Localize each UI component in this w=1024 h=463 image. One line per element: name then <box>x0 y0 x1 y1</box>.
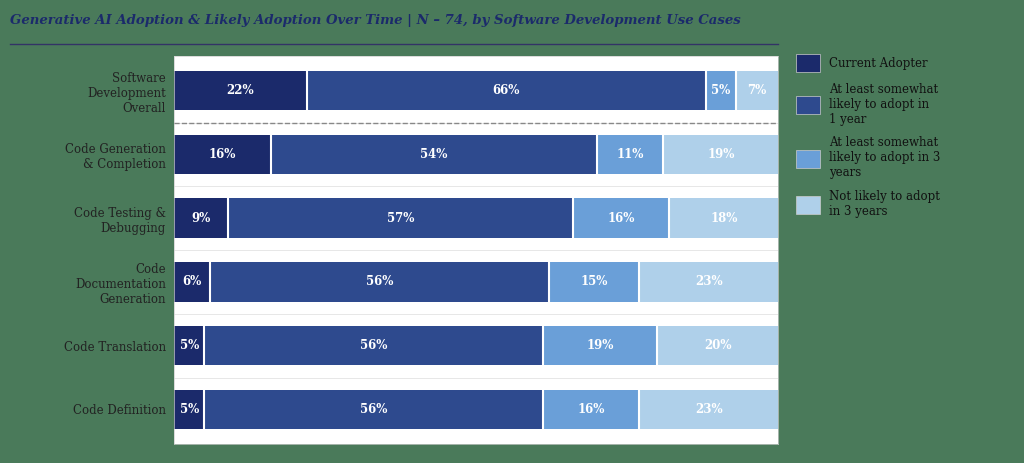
Bar <box>549 262 639 302</box>
Bar <box>228 198 572 238</box>
Text: 56%: 56% <box>359 403 387 416</box>
Bar <box>174 198 228 238</box>
Legend: Current Adopter, At least somewhat
likely to adopt in
1 year, At least somewhat
: Current Adopter, At least somewhat likel… <box>797 54 941 218</box>
Text: 22%: 22% <box>226 84 254 97</box>
Bar <box>639 390 778 429</box>
Text: 19%: 19% <box>587 339 613 352</box>
Text: 16%: 16% <box>607 212 635 225</box>
Bar <box>174 135 270 174</box>
Text: 7%: 7% <box>748 84 767 97</box>
Bar <box>664 135 778 174</box>
Bar <box>174 326 205 365</box>
Text: 18%: 18% <box>711 212 737 225</box>
Text: 11%: 11% <box>616 148 644 161</box>
Bar <box>205 390 543 429</box>
Text: 66%: 66% <box>493 84 520 97</box>
Text: 6%: 6% <box>182 275 202 288</box>
Bar <box>205 326 543 365</box>
Text: 56%: 56% <box>366 275 393 288</box>
Text: 20%: 20% <box>705 339 731 352</box>
Text: 9%: 9% <box>191 212 211 225</box>
Text: Generative AI Adoption & Likely Adoption Over Time | N – 74, by Software Develop: Generative AI Adoption & Likely Adoption… <box>10 14 741 27</box>
Text: 16%: 16% <box>578 403 604 416</box>
Bar <box>657 326 778 365</box>
Text: 15%: 15% <box>581 275 607 288</box>
Text: 5%: 5% <box>179 403 199 416</box>
Bar <box>670 198 778 238</box>
Bar <box>307 71 706 110</box>
Bar <box>736 71 778 110</box>
Bar <box>543 390 639 429</box>
Text: 23%: 23% <box>695 275 723 288</box>
Bar <box>543 326 657 365</box>
Text: 19%: 19% <box>708 148 734 161</box>
Bar <box>174 262 210 302</box>
Bar <box>639 262 778 302</box>
Text: 5%: 5% <box>179 339 199 352</box>
Text: 16%: 16% <box>209 148 237 161</box>
Bar <box>174 390 205 429</box>
Bar <box>572 198 670 238</box>
Bar <box>270 135 597 174</box>
Text: 57%: 57% <box>387 212 415 225</box>
Text: 54%: 54% <box>420 148 447 161</box>
Text: 23%: 23% <box>695 403 723 416</box>
Bar <box>706 71 736 110</box>
Bar <box>597 135 664 174</box>
Bar <box>174 71 307 110</box>
Text: 5%: 5% <box>712 84 730 97</box>
Text: 56%: 56% <box>359 339 387 352</box>
Bar <box>210 262 549 302</box>
